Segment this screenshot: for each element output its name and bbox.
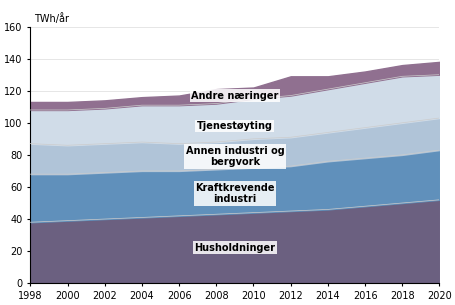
Text: Kraftkrevende
industri: Kraftkrevende industri (195, 183, 274, 204)
Text: Tjenestøyting: Tjenestøyting (197, 121, 272, 131)
Text: Annen industri og
bergvork: Annen industri og bergvork (185, 146, 283, 167)
Text: Andre næringer: Andre næringer (191, 91, 278, 101)
Text: Husholdninger: Husholdninger (194, 243, 275, 253)
Text: TWh/år: TWh/år (34, 13, 69, 24)
